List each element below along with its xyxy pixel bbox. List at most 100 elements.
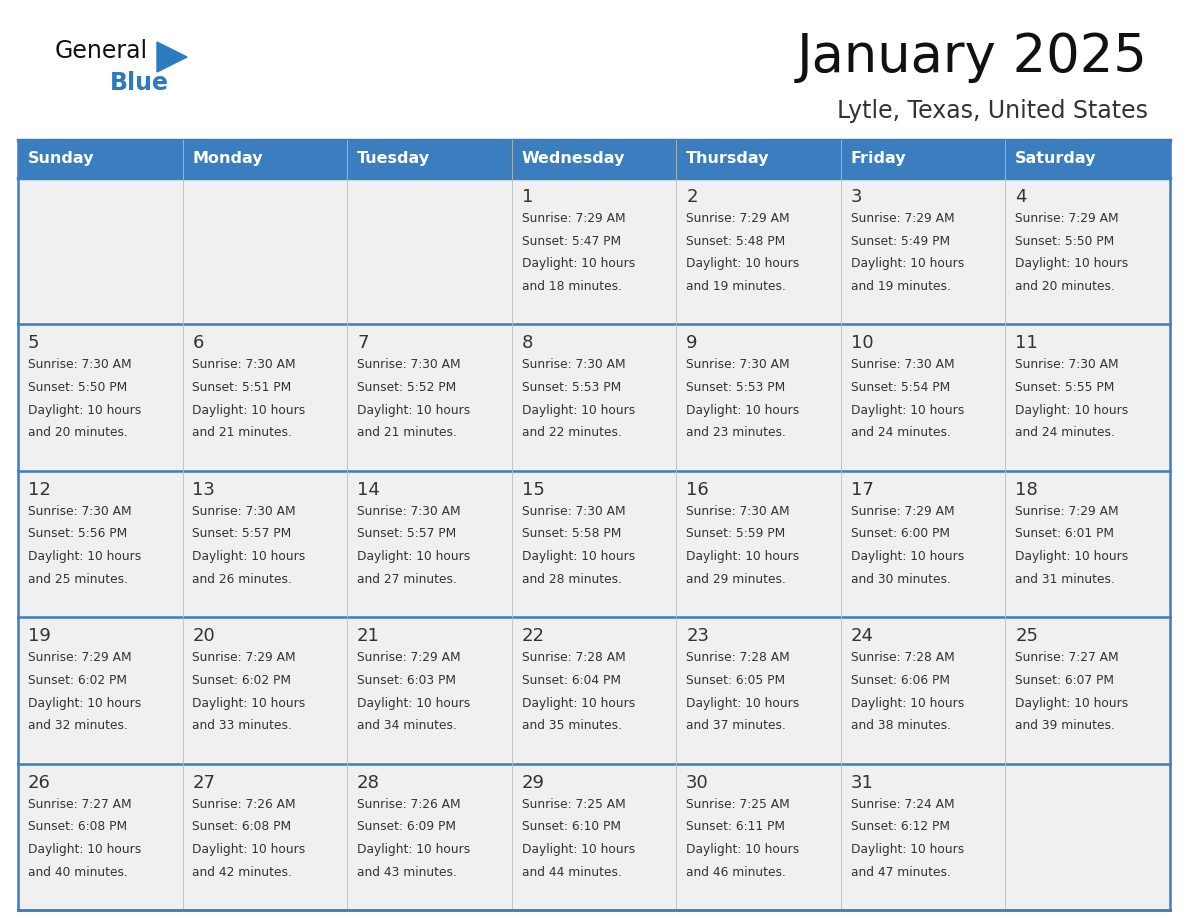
Text: 1: 1 xyxy=(522,188,533,206)
Text: Sunset: 5:51 PM: Sunset: 5:51 PM xyxy=(192,381,292,394)
Text: Daylight: 10 hours: Daylight: 10 hours xyxy=(1016,550,1129,563)
Text: and 20 minutes.: and 20 minutes. xyxy=(27,427,128,440)
Text: Sunrise: 7:29 AM: Sunrise: 7:29 AM xyxy=(1016,505,1119,518)
Text: Friday: Friday xyxy=(851,151,906,166)
Text: Sunrise: 7:24 AM: Sunrise: 7:24 AM xyxy=(851,798,954,811)
Text: and 37 minutes.: and 37 minutes. xyxy=(687,720,786,733)
Bar xyxy=(183,764,347,910)
Text: and 27 minutes.: and 27 minutes. xyxy=(358,573,457,586)
Text: Sunset: 6:08 PM: Sunset: 6:08 PM xyxy=(192,821,291,834)
Text: Daylight: 10 hours: Daylight: 10 hours xyxy=(522,697,634,710)
Text: Sunset: 6:03 PM: Sunset: 6:03 PM xyxy=(358,674,456,687)
Text: Sunset: 5:57 PM: Sunset: 5:57 PM xyxy=(358,528,456,541)
Text: Daylight: 10 hours: Daylight: 10 hours xyxy=(27,404,141,417)
Bar xyxy=(183,140,347,178)
Text: Sunset: 6:00 PM: Sunset: 6:00 PM xyxy=(851,528,949,541)
Bar xyxy=(347,471,512,617)
Text: Sunrise: 7:29 AM: Sunrise: 7:29 AM xyxy=(192,651,296,665)
Text: Sunset: 6:05 PM: Sunset: 6:05 PM xyxy=(687,674,785,687)
Bar xyxy=(841,764,1005,910)
Text: Wednesday: Wednesday xyxy=(522,151,625,166)
Text: Sunrise: 7:25 AM: Sunrise: 7:25 AM xyxy=(687,798,790,811)
Text: Sunrise: 7:29 AM: Sunrise: 7:29 AM xyxy=(522,212,625,225)
Text: Daylight: 10 hours: Daylight: 10 hours xyxy=(851,550,963,563)
Text: Sunset: 6:09 PM: Sunset: 6:09 PM xyxy=(358,821,456,834)
Text: Daylight: 10 hours: Daylight: 10 hours xyxy=(358,404,470,417)
Text: 7: 7 xyxy=(358,334,368,353)
Text: Sunset: 6:02 PM: Sunset: 6:02 PM xyxy=(27,674,127,687)
Text: 3: 3 xyxy=(851,188,862,206)
Text: Sunrise: 7:28 AM: Sunrise: 7:28 AM xyxy=(687,651,790,665)
Text: Sunset: 5:54 PM: Sunset: 5:54 PM xyxy=(851,381,950,394)
Bar xyxy=(512,140,676,178)
Text: Daylight: 10 hours: Daylight: 10 hours xyxy=(851,257,963,271)
Text: 26: 26 xyxy=(27,774,51,791)
Text: Daylight: 10 hours: Daylight: 10 hours xyxy=(358,843,470,856)
Bar xyxy=(18,140,183,178)
Text: and 34 minutes.: and 34 minutes. xyxy=(358,720,457,733)
Text: and 29 minutes.: and 29 minutes. xyxy=(687,573,786,586)
Text: Sunrise: 7:29 AM: Sunrise: 7:29 AM xyxy=(687,212,790,225)
Text: Sunset: 5:57 PM: Sunset: 5:57 PM xyxy=(192,528,292,541)
Text: Sunset: 5:55 PM: Sunset: 5:55 PM xyxy=(1016,381,1114,394)
Bar xyxy=(841,617,1005,764)
Text: Sunrise: 7:28 AM: Sunrise: 7:28 AM xyxy=(851,651,954,665)
Text: Daylight: 10 hours: Daylight: 10 hours xyxy=(687,843,800,856)
Bar xyxy=(676,764,841,910)
Text: and 25 minutes.: and 25 minutes. xyxy=(27,573,128,586)
Bar xyxy=(512,324,676,471)
Text: 5: 5 xyxy=(27,334,39,353)
Text: Daylight: 10 hours: Daylight: 10 hours xyxy=(851,843,963,856)
Text: Sunset: 5:53 PM: Sunset: 5:53 PM xyxy=(687,381,785,394)
Bar xyxy=(347,324,512,471)
Text: Daylight: 10 hours: Daylight: 10 hours xyxy=(687,257,800,271)
Text: Sunrise: 7:29 AM: Sunrise: 7:29 AM xyxy=(27,651,132,665)
Text: 10: 10 xyxy=(851,334,873,353)
Text: 28: 28 xyxy=(358,774,380,791)
Bar xyxy=(18,471,183,617)
Bar xyxy=(18,617,183,764)
Bar xyxy=(1005,324,1170,471)
Text: and 40 minutes.: and 40 minutes. xyxy=(27,866,128,879)
Text: Sunrise: 7:30 AM: Sunrise: 7:30 AM xyxy=(27,505,132,518)
Text: Daylight: 10 hours: Daylight: 10 hours xyxy=(687,404,800,417)
Text: Sunset: 5:49 PM: Sunset: 5:49 PM xyxy=(851,235,950,248)
Text: 16: 16 xyxy=(687,481,709,498)
Text: Sunset: 6:01 PM: Sunset: 6:01 PM xyxy=(1016,528,1114,541)
Text: Sunrise: 7:28 AM: Sunrise: 7:28 AM xyxy=(522,651,625,665)
Text: Daylight: 10 hours: Daylight: 10 hours xyxy=(27,550,141,563)
Text: Sunrise: 7:26 AM: Sunrise: 7:26 AM xyxy=(192,798,296,811)
Bar xyxy=(347,617,512,764)
Text: Sunrise: 7:30 AM: Sunrise: 7:30 AM xyxy=(1016,358,1119,372)
Bar xyxy=(676,617,841,764)
Bar xyxy=(841,178,1005,324)
Text: and 30 minutes.: and 30 minutes. xyxy=(851,573,950,586)
Text: Daylight: 10 hours: Daylight: 10 hours xyxy=(1016,404,1129,417)
Text: Daylight: 10 hours: Daylight: 10 hours xyxy=(192,550,305,563)
Text: and 44 minutes.: and 44 minutes. xyxy=(522,866,621,879)
Text: 14: 14 xyxy=(358,481,380,498)
Text: Sunrise: 7:30 AM: Sunrise: 7:30 AM xyxy=(522,358,625,372)
Text: and 42 minutes.: and 42 minutes. xyxy=(192,866,292,879)
Bar xyxy=(676,324,841,471)
Text: Sunset: 6:11 PM: Sunset: 6:11 PM xyxy=(687,821,785,834)
Text: Daylight: 10 hours: Daylight: 10 hours xyxy=(27,697,141,710)
Text: Sunrise: 7:30 AM: Sunrise: 7:30 AM xyxy=(522,505,625,518)
Text: 12: 12 xyxy=(27,481,51,498)
Text: and 24 minutes.: and 24 minutes. xyxy=(1016,427,1116,440)
Text: January 2025: January 2025 xyxy=(797,31,1148,83)
Text: and 19 minutes.: and 19 minutes. xyxy=(687,280,786,293)
Bar xyxy=(676,178,841,324)
Text: Daylight: 10 hours: Daylight: 10 hours xyxy=(27,843,141,856)
Text: 17: 17 xyxy=(851,481,873,498)
Text: Daylight: 10 hours: Daylight: 10 hours xyxy=(192,843,305,856)
Text: 31: 31 xyxy=(851,774,873,791)
Text: 30: 30 xyxy=(687,774,709,791)
Text: Sunset: 5:47 PM: Sunset: 5:47 PM xyxy=(522,235,620,248)
Text: Daylight: 10 hours: Daylight: 10 hours xyxy=(522,257,634,271)
Text: and 24 minutes.: and 24 minutes. xyxy=(851,427,950,440)
Text: Sunset: 6:12 PM: Sunset: 6:12 PM xyxy=(851,821,949,834)
Text: and 22 minutes.: and 22 minutes. xyxy=(522,427,621,440)
Text: Daylight: 10 hours: Daylight: 10 hours xyxy=(522,404,634,417)
Bar xyxy=(18,764,183,910)
